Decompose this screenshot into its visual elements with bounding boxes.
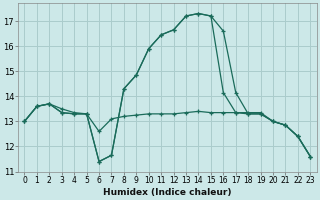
X-axis label: Humidex (Indice chaleur): Humidex (Indice chaleur) xyxy=(103,188,232,197)
